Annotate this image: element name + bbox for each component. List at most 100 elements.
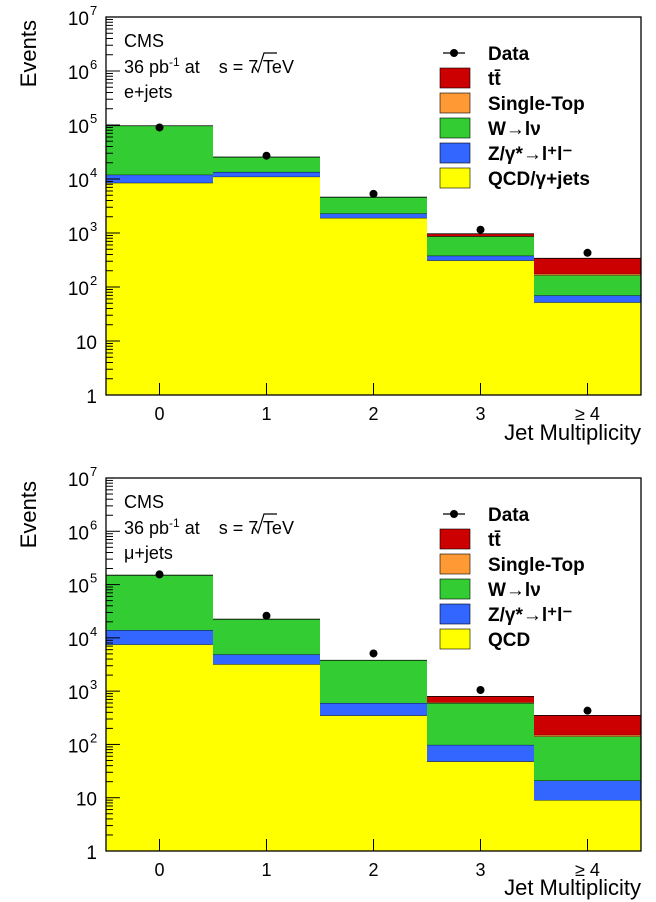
data-point [369, 189, 378, 198]
sqrt-symbol [253, 52, 277, 74]
x-tick-label: ≥ 4 [575, 404, 600, 424]
y-tick-label: 10 [68, 279, 89, 300]
data-point [262, 151, 271, 160]
luminosity-label: 36 pb-1 at s = 7 TeV [124, 516, 294, 538]
legend-swatch [439, 67, 471, 89]
y-tick-label: 10 [68, 9, 89, 30]
y-tick-label-exponent: 4 [90, 165, 97, 180]
data-point [262, 611, 271, 620]
y-tick-label-exponent: 3 [90, 219, 97, 234]
bar-segment [534, 275, 641, 296]
legend-swatch [439, 528, 471, 550]
x-tick-label: 2 [368, 860, 378, 880]
legend-entry: tt̄ [439, 528, 501, 551]
legend-swatch [439, 92, 471, 114]
y-tick-label: 10 [68, 117, 89, 138]
bar-segment [534, 734, 641, 737]
bar-segment [320, 660, 427, 703]
x-tick-label: 3 [475, 404, 485, 424]
legend-entry-data: Data [443, 44, 530, 65]
bar-segment [106, 575, 213, 631]
legend-label: QCD [488, 630, 530, 651]
data-point [583, 706, 592, 715]
legend-data-marker [450, 510, 458, 518]
y-tick-label-exponent: 2 [90, 730, 97, 745]
legend-label: Z/γ*→l⁺l⁻ [488, 605, 572, 626]
y-tick-label-exponent: 4 [90, 624, 97, 639]
x-axis-title: Jet Multiplicity [504, 420, 641, 445]
y-tick-label: 10 [68, 225, 89, 246]
legend-swatch [439, 142, 471, 164]
y-tick-label-exponent: 2 [90, 273, 97, 288]
legend-label: tt̄ [488, 530, 501, 551]
legend-entry: tt̄ [439, 67, 501, 90]
y-tick-label-exponent: 7 [90, 464, 97, 479]
data-point [583, 248, 592, 257]
x-axis-title: Jet Multiplicity [504, 875, 641, 900]
bar-segment [106, 125, 213, 175]
x-tick-label: 1 [261, 860, 271, 880]
bar-segment [213, 157, 320, 172]
legend-label: W→lν [488, 119, 541, 140]
y-tick-label-exponent: 3 [90, 677, 97, 692]
bar-segment [427, 696, 534, 703]
bar-segment [213, 171, 320, 177]
bar-segment [320, 715, 427, 851]
y-tick-label: 10 [68, 577, 89, 598]
legend-entry: Z/γ*→l⁺l⁻ [439, 603, 572, 626]
legend-entry: Z/γ*→l⁺l⁻ [439, 142, 572, 165]
legend-label: Data [488, 44, 530, 65]
legend-label: Data [488, 505, 530, 526]
legend-swatch [439, 628, 471, 650]
sqrt-symbol [253, 513, 277, 535]
bar-segment [534, 273, 641, 276]
y-tick-label: 10 [68, 171, 89, 192]
bar-segment [213, 619, 320, 655]
y-tick-label-exponent: 5 [90, 571, 97, 586]
bar-segment [106, 174, 213, 183]
legend-swatch [439, 167, 471, 189]
luminosity-label: 36 pb-1 at s = 7 TeV [124, 55, 294, 77]
data-point [155, 123, 164, 132]
legend-entry-data: Data [443, 505, 530, 526]
x-tick-label: 3 [475, 860, 485, 880]
bar-segment [534, 736, 641, 781]
legend-label: Single-Top [488, 555, 585, 576]
bar-segment [213, 176, 320, 395]
bar-segment [427, 255, 534, 261]
legend-entry: W→lν [439, 578, 541, 601]
bar-segment [534, 715, 641, 735]
channel-label: e+jets [124, 82, 173, 102]
bar-segment [427, 744, 534, 762]
y-tick-label: 1 [86, 843, 97, 864]
y-tick-label: 10 [76, 333, 97, 354]
x-tick-label: 2 [368, 404, 378, 424]
y-axis-title: Events [16, 481, 41, 548]
bar-segment [106, 644, 213, 851]
bar-segment [320, 197, 427, 214]
x-tick-label: 0 [154, 404, 164, 424]
channel-label: μ+jets [124, 543, 173, 563]
legend-label: W→lν [488, 580, 541, 601]
y-tick-label: 10 [68, 736, 89, 757]
y-tick-label: 10 [68, 523, 89, 544]
bar-segment [534, 295, 641, 303]
legend-entry: W→lν [439, 117, 541, 140]
x-tick-label: 0 [154, 860, 164, 880]
y-tick-label: 1 [86, 387, 97, 408]
legend-entry: QCD/γ+jets [439, 167, 590, 190]
legend-data-marker [450, 49, 458, 57]
bar-segment [320, 217, 427, 395]
x-tick-label: 1 [261, 404, 271, 424]
x-tick-label: ≥ 4 [575, 860, 600, 880]
legend-swatch [439, 553, 471, 575]
legend-label: tt̄ [488, 69, 501, 90]
legend-entry: Single-Top [439, 553, 585, 576]
y-tick-label: 10 [68, 63, 89, 84]
legend-entry: QCD [439, 628, 530, 651]
y-tick-label-exponent: 6 [90, 57, 97, 72]
bar-segment [106, 182, 213, 395]
legend-label: QCD/γ+jets [488, 169, 590, 190]
